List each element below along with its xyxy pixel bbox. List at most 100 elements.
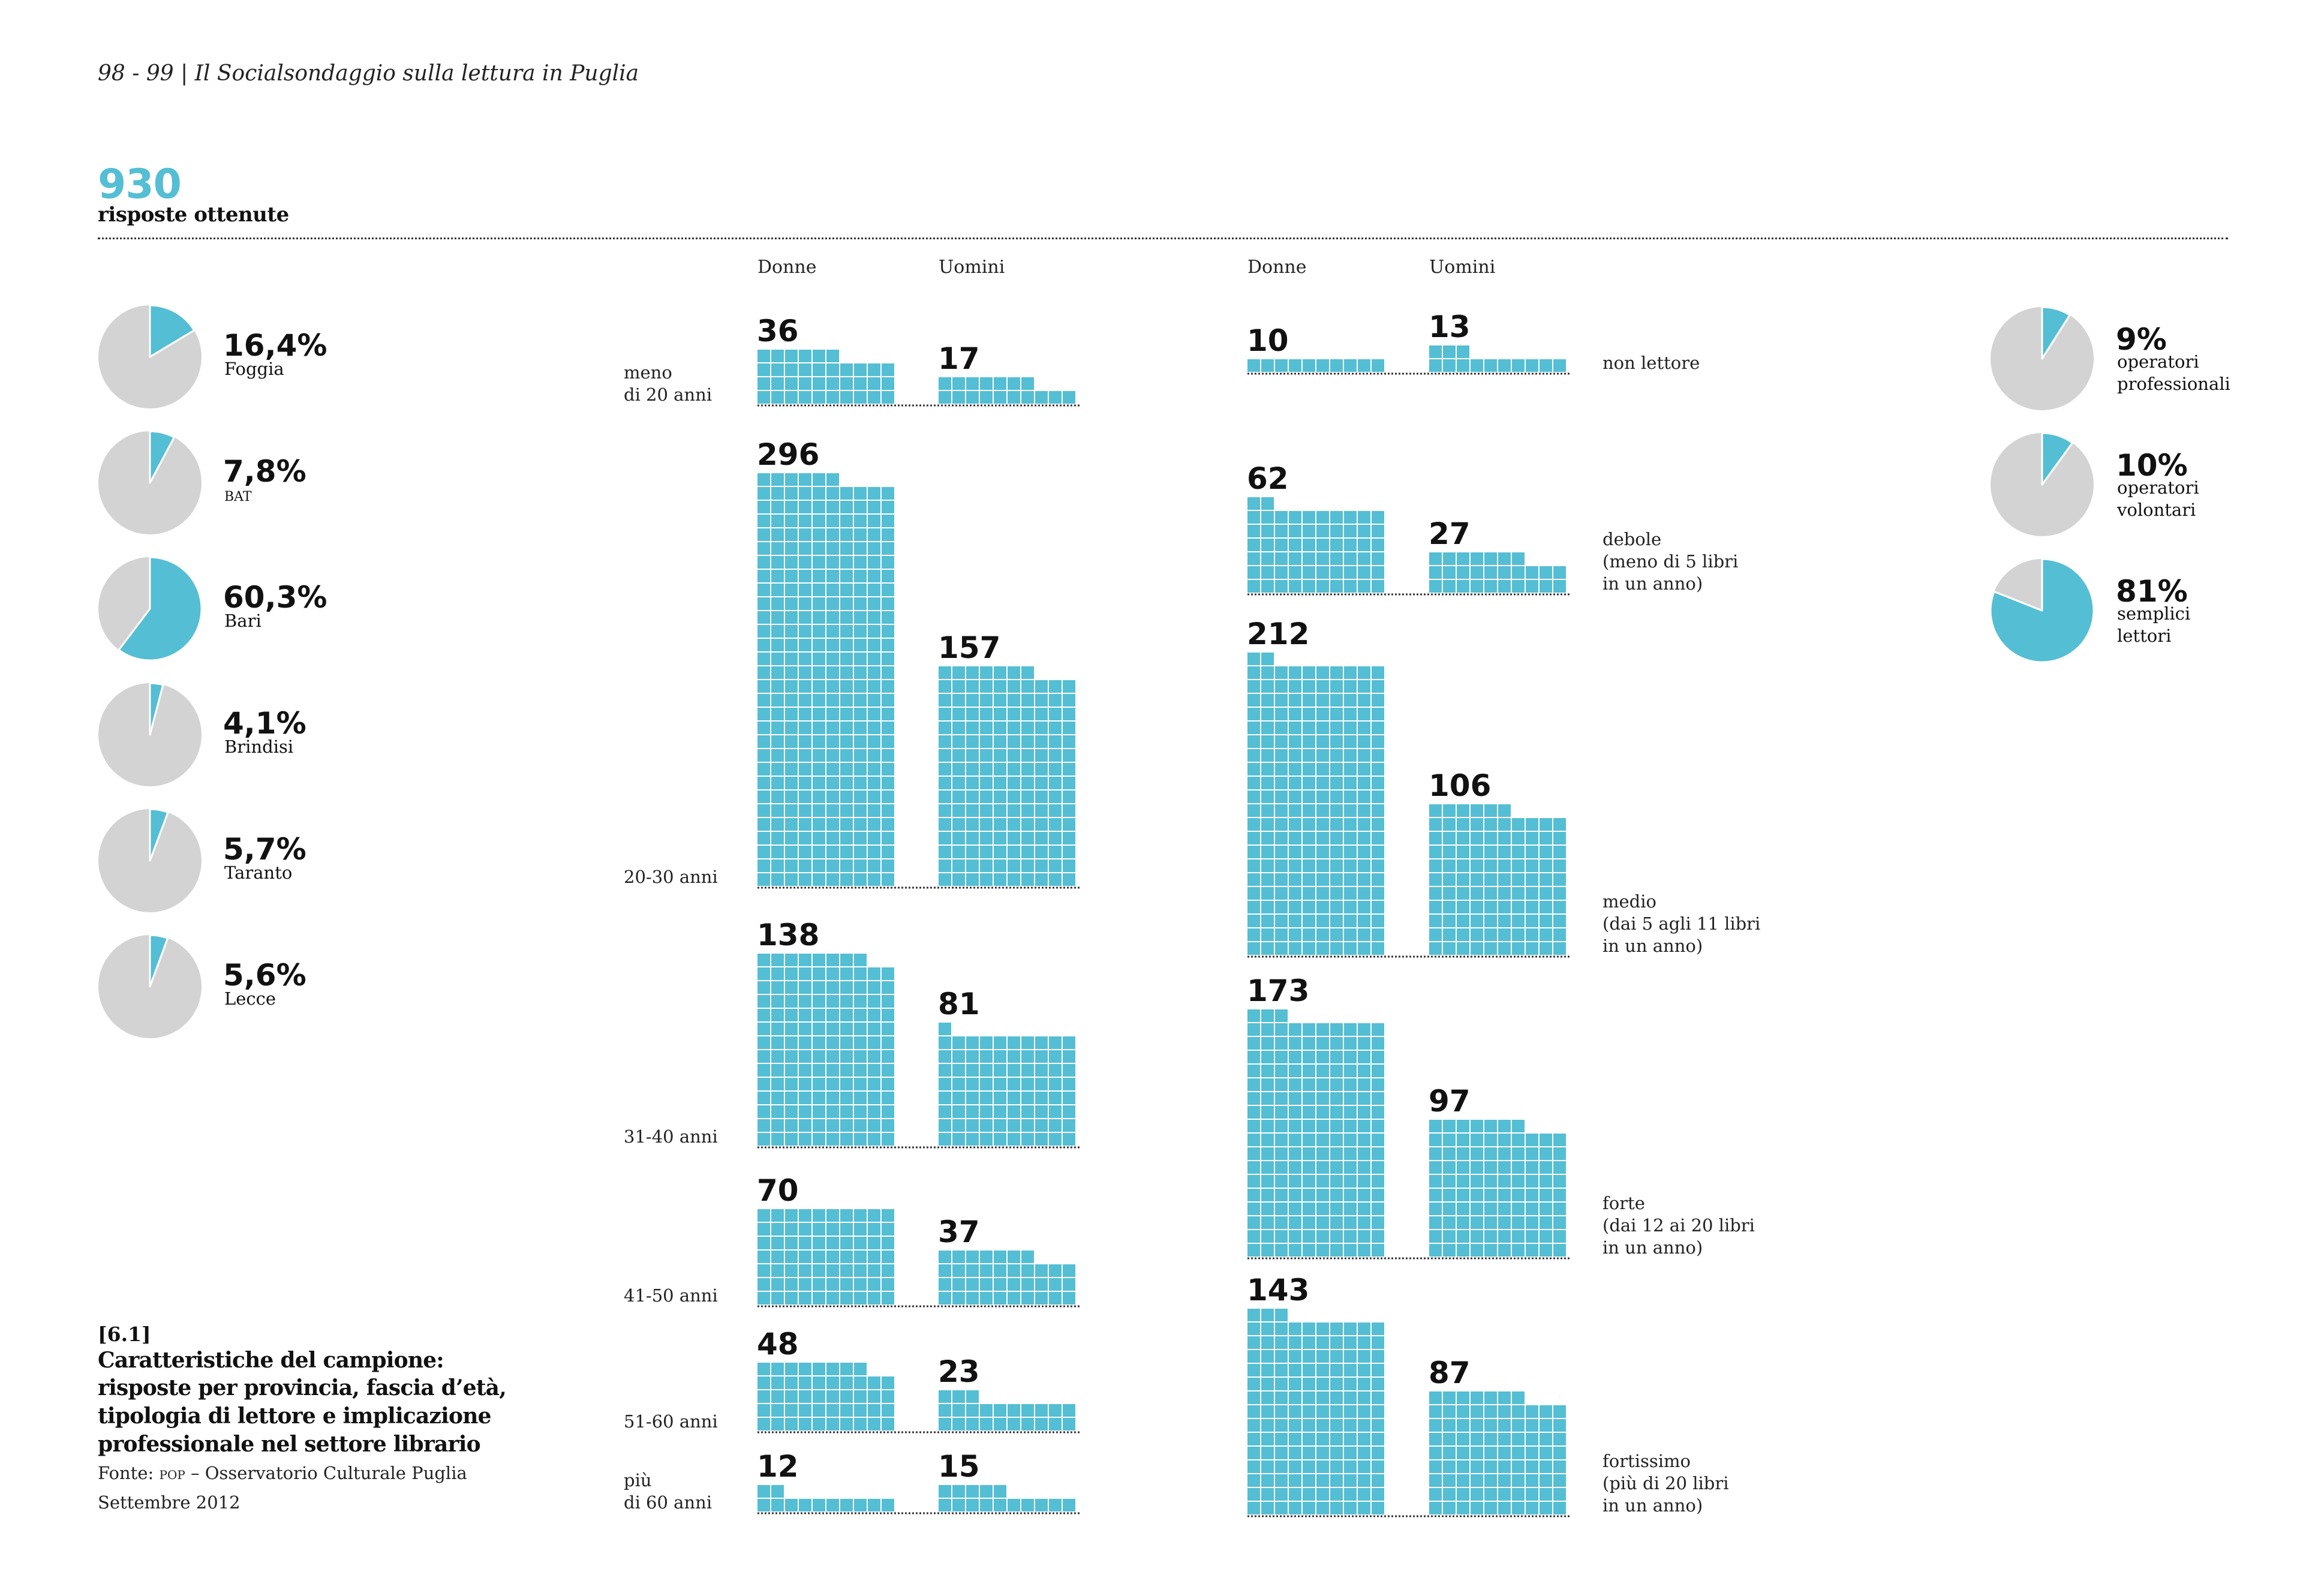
waffle-square xyxy=(868,749,880,762)
waffle-square xyxy=(1553,873,1566,886)
waffle-square xyxy=(1021,873,1034,886)
reader-type-label: (dai 12 ai 20 libri xyxy=(1603,1215,1755,1236)
waffle-square xyxy=(1261,846,1274,858)
waffle-square xyxy=(1457,580,1469,593)
waffle-square xyxy=(1553,1433,1566,1445)
waffle-square xyxy=(840,777,853,789)
waffle-square xyxy=(1289,928,1301,941)
waffle-square xyxy=(1429,1488,1442,1501)
waffle-square xyxy=(757,1499,770,1511)
waffle-square xyxy=(771,1092,784,1104)
waffle-square xyxy=(1330,832,1343,844)
waffle-square xyxy=(1540,1405,1552,1418)
waffle-square xyxy=(1316,1216,1329,1229)
waffle-square xyxy=(1049,1119,1062,1132)
waffle-value-label: 212 xyxy=(1247,617,1309,651)
waffle-square xyxy=(840,556,853,569)
waffle-square xyxy=(1303,942,1315,955)
waffle-square xyxy=(1443,887,1456,900)
waffle-square xyxy=(1275,1120,1288,1132)
waffle-square xyxy=(1289,1405,1301,1418)
waffle-square xyxy=(1303,580,1315,593)
waffle-square xyxy=(1049,1105,1062,1118)
waffle-square xyxy=(1330,1230,1343,1243)
waffle-square xyxy=(882,666,894,679)
waffle-square xyxy=(813,791,825,803)
waffle-square xyxy=(1261,1419,1274,1432)
pie-province-brindisi xyxy=(98,682,202,786)
waffle-square xyxy=(1063,749,1075,762)
waffle-square xyxy=(952,791,965,803)
waffle-square xyxy=(1303,1244,1315,1257)
waffle-square xyxy=(868,694,880,707)
waffle-square xyxy=(1035,1292,1048,1305)
waffle-square xyxy=(882,1119,894,1132)
waffle-square xyxy=(868,487,880,500)
waffle-square xyxy=(771,611,784,624)
waffle-square xyxy=(1247,1488,1260,1501)
waffle-square xyxy=(1303,1433,1315,1445)
waffle-square xyxy=(1289,1378,1301,1390)
waffle-square xyxy=(1484,1161,1497,1174)
waffle-square xyxy=(1021,1078,1034,1090)
waffle-square xyxy=(966,1404,979,1417)
waffle-square xyxy=(1063,1036,1075,1049)
waffle-square xyxy=(1526,566,1538,579)
waffle-square xyxy=(1330,942,1343,955)
waffle-square xyxy=(1526,901,1538,913)
waffle-square xyxy=(799,501,811,513)
waffle-square xyxy=(1498,818,1511,831)
waffle-square xyxy=(1035,873,1048,886)
waffle-square xyxy=(1540,1189,1552,1201)
waffle-square xyxy=(1358,1391,1370,1404)
waffle-square xyxy=(1289,1364,1301,1376)
waffle-square xyxy=(868,859,880,872)
waffle-square xyxy=(757,363,770,376)
waffle-square xyxy=(1498,566,1511,579)
waffle-square xyxy=(1247,873,1260,886)
waffle-square xyxy=(1316,1078,1329,1091)
waffle-square xyxy=(1484,1474,1497,1487)
waffle-square xyxy=(1484,1203,1497,1215)
waffle-square xyxy=(799,666,811,679)
waffle-square xyxy=(1553,942,1566,955)
waffle-square xyxy=(771,873,784,886)
waffle-square xyxy=(1063,1292,1075,1305)
waffle-square xyxy=(813,846,825,858)
waffle-square xyxy=(1330,804,1343,817)
waffle-square xyxy=(1008,777,1020,789)
waffle-square xyxy=(785,818,798,831)
waffle-square xyxy=(840,1404,853,1417)
waffle-square xyxy=(799,804,811,817)
waffle-square xyxy=(771,391,784,404)
waffle-square xyxy=(1289,859,1301,872)
waffle-square xyxy=(799,749,811,762)
waffle-square xyxy=(1526,1405,1538,1418)
waffle-square xyxy=(1289,942,1301,955)
waffle-value-label: 10 xyxy=(1247,323,1289,358)
waffle-square xyxy=(1443,1203,1456,1215)
waffle-square xyxy=(799,515,811,527)
waffle-square xyxy=(854,1133,867,1146)
waffle-square xyxy=(1540,1147,1552,1160)
waffle-square xyxy=(757,735,770,748)
waffle-square xyxy=(1498,928,1511,941)
waffle-square xyxy=(868,995,880,1008)
waffle-square xyxy=(1049,722,1062,734)
waffle-square xyxy=(1303,1405,1315,1418)
waffle-square xyxy=(1344,1023,1357,1036)
waffle-square xyxy=(1344,1106,1357,1119)
waffle-square xyxy=(1358,1350,1370,1363)
waffle-square xyxy=(1372,1216,1384,1229)
waffle-square xyxy=(1275,680,1288,693)
waffle-square xyxy=(785,1223,798,1236)
waffle-square xyxy=(1443,901,1456,913)
waffle-square xyxy=(1316,1323,1329,1335)
waffle-square xyxy=(939,735,951,748)
waffle-square xyxy=(1049,708,1062,720)
waffle-square xyxy=(757,818,770,831)
waffle-square xyxy=(1358,1051,1370,1063)
waffle-square xyxy=(966,873,979,886)
waffle-square xyxy=(1261,1323,1274,1335)
waffle-square xyxy=(1540,1447,1552,1459)
